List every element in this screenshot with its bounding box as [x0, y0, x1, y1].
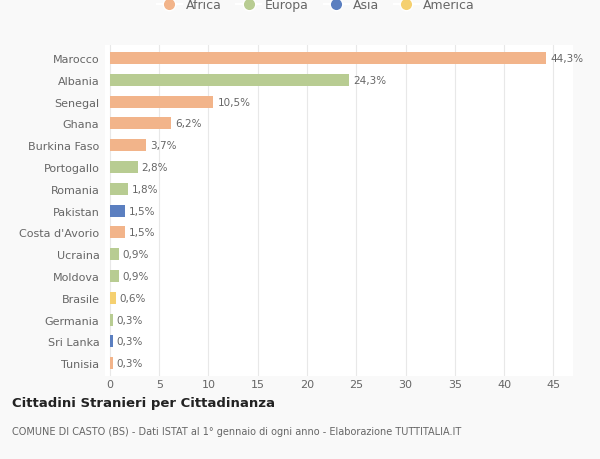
- Text: 10,5%: 10,5%: [217, 97, 250, 107]
- Text: 2,8%: 2,8%: [142, 162, 168, 173]
- Text: 0,3%: 0,3%: [117, 358, 143, 368]
- Bar: [110, 336, 113, 347]
- Bar: [110, 292, 116, 304]
- Text: 0,3%: 0,3%: [117, 315, 143, 325]
- Bar: [110, 184, 128, 196]
- Text: 3,7%: 3,7%: [151, 141, 177, 151]
- Text: Cittadini Stranieri per Cittadinanza: Cittadini Stranieri per Cittadinanza: [12, 396, 275, 409]
- Bar: [110, 270, 119, 282]
- Text: 0,9%: 0,9%: [123, 271, 149, 281]
- Bar: [110, 358, 113, 369]
- Bar: [110, 227, 125, 239]
- Text: 0,3%: 0,3%: [117, 336, 143, 347]
- Text: 0,6%: 0,6%: [120, 293, 146, 303]
- Bar: [110, 314, 113, 326]
- Text: COMUNE DI CASTO (BS) - Dati ISTAT al 1° gennaio di ogni anno - Elaborazione TUTT: COMUNE DI CASTO (BS) - Dati ISTAT al 1° …: [12, 426, 461, 436]
- Bar: [110, 118, 171, 130]
- Bar: [110, 140, 146, 152]
- Bar: [110, 249, 119, 261]
- Text: 44,3%: 44,3%: [550, 54, 583, 64]
- Bar: [110, 96, 214, 108]
- Text: 6,2%: 6,2%: [175, 119, 202, 129]
- Text: 24,3%: 24,3%: [353, 76, 386, 86]
- Text: 1,8%: 1,8%: [131, 185, 158, 195]
- Bar: [110, 53, 547, 65]
- Legend: Africa, Europa, Asia, America: Africa, Europa, Asia, America: [157, 0, 475, 12]
- Text: 1,5%: 1,5%: [128, 228, 155, 238]
- Bar: [110, 162, 137, 174]
- Text: 0,9%: 0,9%: [123, 250, 149, 260]
- Text: 1,5%: 1,5%: [128, 206, 155, 216]
- Bar: [110, 205, 125, 217]
- Bar: [110, 75, 349, 87]
